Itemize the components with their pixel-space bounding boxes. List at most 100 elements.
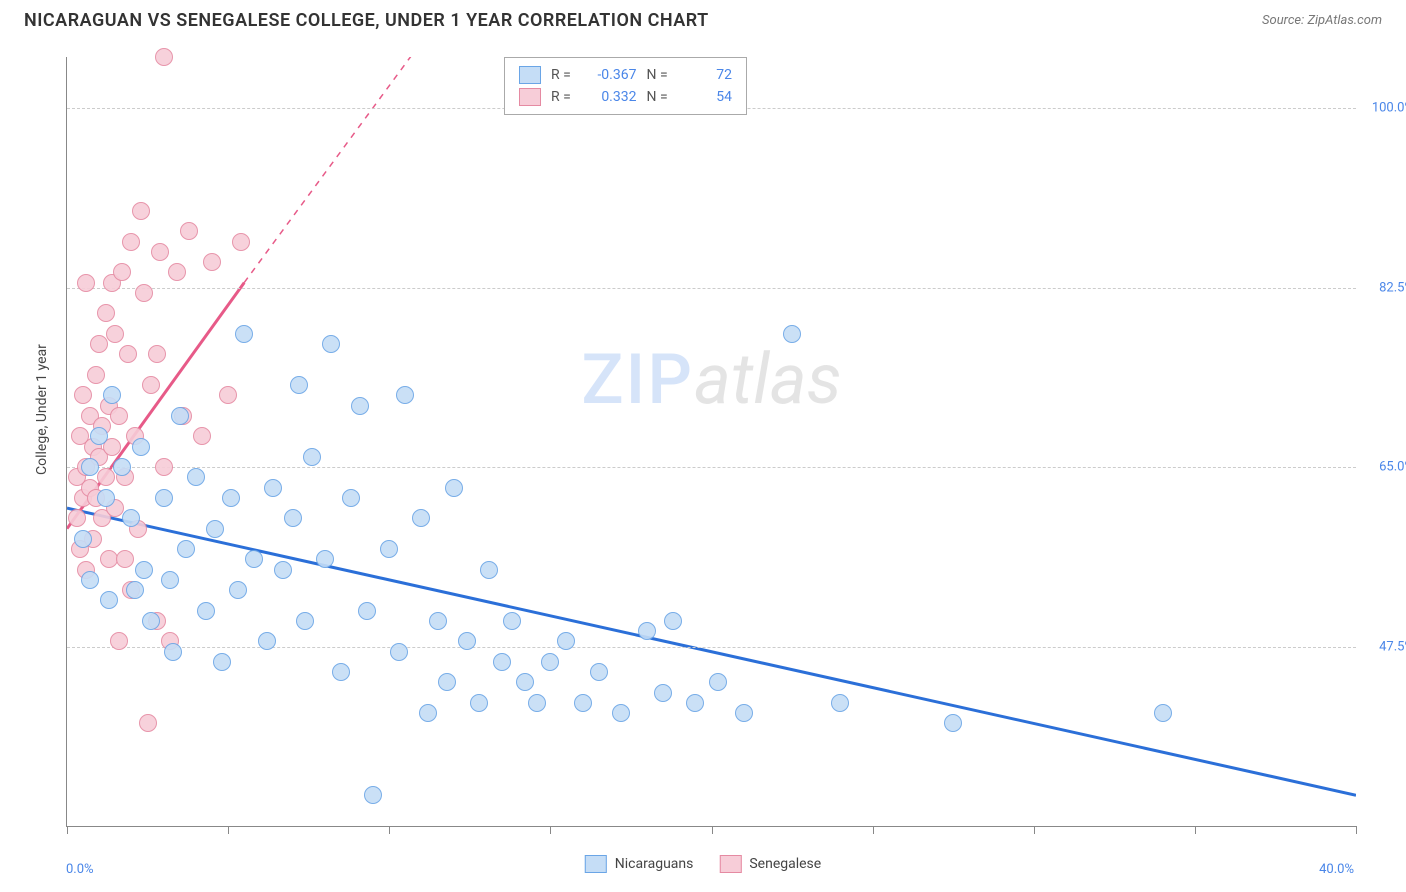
scatter-point-nicaraguans — [342, 489, 360, 507]
scatter-point-senegalese — [116, 550, 134, 568]
scatter-point-nicaraguans — [197, 602, 215, 620]
stat-n-label: N = — [646, 89, 676, 105]
scatter-point-nicaraguans — [332, 663, 350, 681]
watermark-atlas: atlas — [694, 339, 842, 421]
scatter-point-nicaraguans — [303, 448, 321, 466]
x-tick — [712, 826, 713, 834]
scatter-point-nicaraguans — [364, 786, 382, 804]
x-max-label: 40.0% — [1319, 862, 1354, 877]
stat-n-label: N = — [646, 67, 676, 83]
scatter-point-senegalese — [155, 458, 173, 476]
scatter-point-nicaraguans — [103, 386, 121, 404]
source-name: ZipAtlas.com — [1307, 13, 1382, 28]
legend-label: Senegalese — [749, 856, 821, 872]
scatter-point-nicaraguans — [358, 602, 376, 620]
scatter-point-nicaraguans — [81, 458, 99, 476]
legend-row-nicaraguans: R = -0.367 N = 72 — [519, 64, 732, 86]
x-tick — [550, 826, 551, 834]
legend-item-senegalese: Senegalese — [719, 855, 821, 873]
scatter-point-nicaraguans — [831, 694, 849, 712]
scatter-point-nicaraguans — [541, 653, 559, 671]
scatter-point-nicaraguans — [132, 438, 150, 456]
scatter-point-nicaraguans — [113, 458, 131, 476]
y-tick-label: 100.0% — [1372, 101, 1406, 116]
scatter-point-senegalese — [193, 427, 211, 445]
scatter-point-nicaraguans — [213, 653, 231, 671]
scatter-point-senegalese — [135, 284, 153, 302]
scatter-point-nicaraguans — [438, 673, 456, 691]
scatter-point-nicaraguans — [503, 612, 521, 630]
scatter-point-senegalese — [97, 304, 115, 322]
scatter-point-senegalese — [106, 325, 124, 343]
scatter-point-senegalese — [168, 263, 186, 281]
x-tick — [1034, 826, 1035, 834]
gridline — [67, 467, 1356, 468]
scatter-point-nicaraguans — [322, 335, 340, 353]
scatter-point-senegalese — [74, 386, 92, 404]
scatter-point-senegalese — [148, 345, 166, 363]
scatter-point-senegalese — [110, 407, 128, 425]
scatter-point-nicaraguans — [654, 684, 672, 702]
scatter-point-nicaraguans — [284, 509, 302, 527]
scatter-point-nicaraguans — [574, 694, 592, 712]
stat-r-sen: 0.332 — [584, 89, 636, 105]
x-min-label: 0.0% — [66, 862, 94, 877]
swatch-senegalese — [519, 88, 541, 106]
scatter-point-senegalese — [68, 509, 86, 527]
scatter-point-nicaraguans — [783, 325, 801, 343]
scatter-point-nicaraguans — [516, 673, 534, 691]
scatter-point-nicaraguans — [258, 632, 276, 650]
x-tick — [873, 826, 874, 834]
scatter-point-nicaraguans — [709, 673, 727, 691]
scatter-point-nicaraguans — [557, 632, 575, 650]
scatter-point-nicaraguans — [412, 509, 430, 527]
scatter-point-nicaraguans — [126, 581, 144, 599]
stat-r-nic: -0.367 — [584, 67, 636, 83]
source-prefix: Source: — [1262, 13, 1307, 28]
y-tick-label: 65.0% — [1379, 460, 1406, 475]
scatter-point-nicaraguans — [206, 520, 224, 538]
scatter-point-senegalese — [142, 376, 160, 394]
scatter-point-nicaraguans — [612, 704, 630, 722]
scatter-point-nicaraguans — [81, 571, 99, 589]
scatter-point-senegalese — [219, 386, 237, 404]
x-tick — [228, 826, 229, 834]
scatter-point-senegalese — [119, 345, 137, 363]
scatter-point-nicaraguans — [590, 663, 608, 681]
scatter-point-nicaraguans — [528, 694, 546, 712]
scatter-point-senegalese — [113, 263, 131, 281]
swatch-nicaraguans — [519, 66, 541, 84]
scatter-point-nicaraguans — [142, 612, 160, 630]
scatter-point-nicaraguans — [296, 612, 314, 630]
scatter-point-nicaraguans — [90, 427, 108, 445]
scatter-point-senegalese — [203, 253, 221, 271]
scatter-point-senegalese — [132, 202, 150, 220]
legend-item-nicaraguans: Nicaraguans — [585, 855, 694, 873]
scatter-point-nicaraguans — [351, 397, 369, 415]
legend-label: Nicaraguans — [615, 856, 694, 872]
scatter-point-nicaraguans — [480, 561, 498, 579]
scatter-point-nicaraguans — [390, 643, 408, 661]
x-tick — [1356, 826, 1357, 834]
stat-n-nic: 72 — [680, 67, 732, 83]
gridline — [67, 288, 1356, 289]
scatter-point-nicaraguans — [164, 643, 182, 661]
scatter-point-nicaraguans — [445, 479, 463, 497]
scatter-point-nicaraguans — [638, 622, 656, 640]
scatter-point-senegalese — [122, 233, 140, 251]
scatter-point-nicaraguans — [493, 653, 511, 671]
scatter-point-nicaraguans — [135, 561, 153, 579]
scatter-point-nicaraguans — [155, 489, 173, 507]
chart-header: NICARAGUAN VS SENEGALESE COLLEGE, UNDER … — [0, 0, 1406, 39]
scatter-point-senegalese — [77, 274, 95, 292]
scatter-point-senegalese — [139, 714, 157, 732]
scatter-point-nicaraguans — [264, 479, 282, 497]
scatter-point-nicaraguans — [177, 540, 195, 558]
swatch-nicaraguans — [585, 855, 607, 873]
scatter-point-nicaraguans — [429, 612, 447, 630]
scatter-point-senegalese — [87, 366, 105, 384]
correlation-legend: R = -0.367 N = 72 R = 0.332 N = 54 — [504, 57, 747, 115]
scatter-point-nicaraguans — [380, 540, 398, 558]
scatter-point-nicaraguans — [97, 489, 115, 507]
stat-r-label: R = — [551, 67, 581, 83]
